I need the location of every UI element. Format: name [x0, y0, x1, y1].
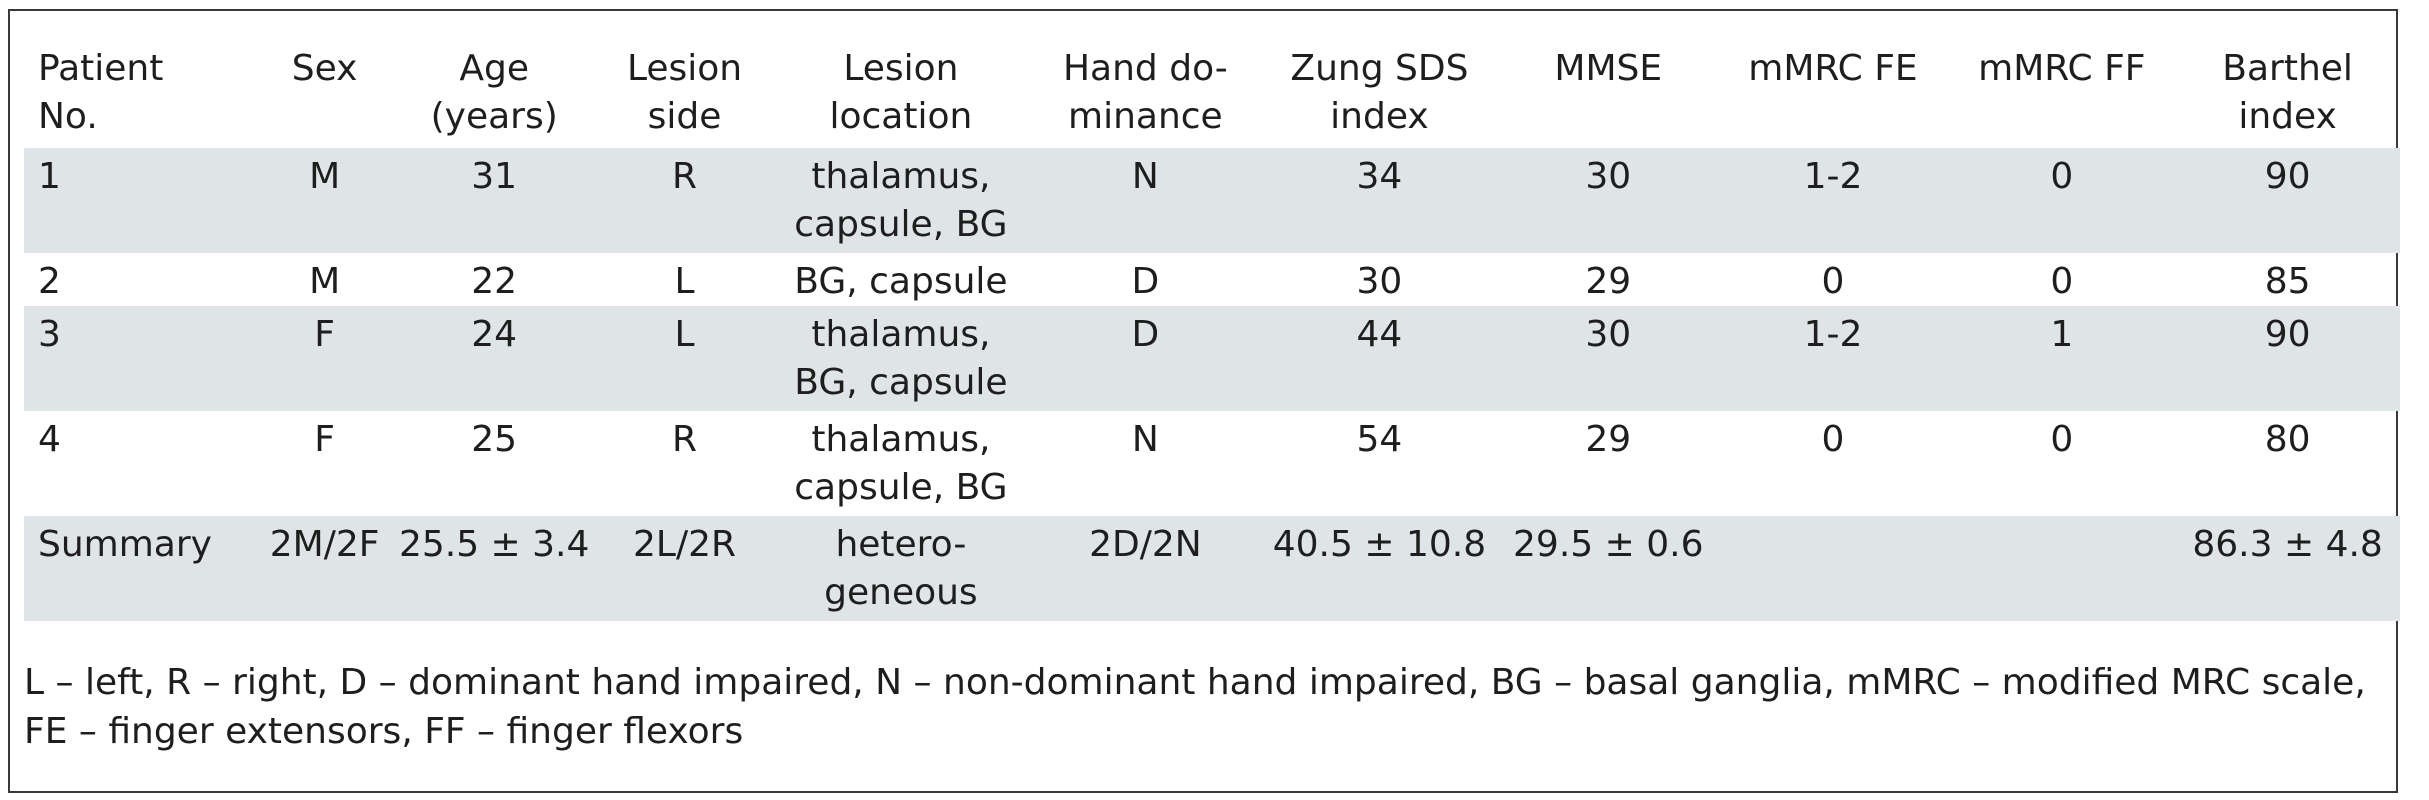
cell-lesion-side: 2L/2R: [598, 516, 771, 621]
cell-mmse: 30: [1499, 148, 1718, 253]
cell-age: 25.5 ± 3.4: [390, 516, 599, 621]
cell-sex: M: [259, 148, 391, 253]
cell-lesion-location: thalamus, BG, capsule: [770, 306, 1031, 411]
cell-barthel: 86.3 ± 4.8: [2175, 516, 2400, 621]
cell-mmse: 29: [1585, 261, 1632, 302]
cell-zung-sds: 40.5 ± 10.8: [1259, 516, 1500, 621]
col-header-patient-no: Patient No.: [38, 48, 164, 137]
cell-mmrc-fe: 0: [1821, 419, 1845, 460]
cell-age: 25: [471, 419, 518, 460]
cell-mmrc-fe: 0: [1821, 261, 1845, 302]
cell-lesion-location: thalamus, capsule, BG: [794, 419, 1008, 508]
cell-barthel: 80: [2264, 419, 2311, 460]
cell-lesion-location: BG, capsule: [794, 261, 1008, 302]
cell-mmse: 30: [1499, 306, 1718, 411]
cell-hand-dominance: 2D/2N: [1030, 516, 1260, 621]
cell-mmrc-ff: 0: [2050, 261, 2074, 302]
cell-mmrc-ff: 0: [1948, 148, 2176, 253]
cell-lesion-side: R: [672, 419, 698, 460]
cell-hand-dominance: D: [1131, 261, 1160, 302]
header-row: Patient No. Sex Age (years) Lesion side …: [24, 45, 2400, 148]
cell-mmrc-fe: [1717, 516, 1949, 621]
cell-lesion-location: thalamus, capsule, BG: [770, 148, 1031, 253]
cell-patient-no: 3: [24, 306, 260, 411]
cell-summary-label: Summary: [24, 516, 260, 621]
table-row: 1 M 31 R thalamus, capsule, BG N 34 30 1…: [24, 148, 2400, 253]
col-header-mmrc-ff: mMRC FF: [1978, 48, 2146, 89]
cell-sex: M: [309, 261, 341, 302]
col-header-mmrc-fe: mMRC FE: [1748, 48, 1918, 89]
cell-zung-sds: 34: [1259, 148, 1500, 253]
cell-lesion-location: hetero- geneous: [770, 516, 1031, 621]
cell-sex: F: [259, 306, 391, 411]
cell-mmrc-ff: 0: [2050, 419, 2074, 460]
cell-mmrc-ff: [1948, 516, 2176, 621]
cell-hand-dominance: D: [1030, 306, 1260, 411]
cell-mmrc-fe: 1-2: [1717, 148, 1949, 253]
cell-mmrc-ff: 1: [1948, 306, 2176, 411]
cell-mmse: 29.5 ± 0.6: [1499, 516, 1718, 621]
col-header-lesion-location: Lesion location: [829, 48, 973, 137]
col-header-barthel: Barthel index: [2222, 48, 2353, 137]
cell-age: 31: [390, 148, 599, 253]
cell-patient-no: 4: [38, 419, 61, 460]
cell-zung-sds: 54: [1356, 419, 1403, 460]
cell-barthel: 90: [2175, 306, 2400, 411]
cell-patient-no: 2: [38, 261, 61, 302]
col-header-hand-dominance: Hand do- minance: [1062, 48, 1228, 137]
col-header-zung-sds: Zung SDS index: [1290, 48, 1469, 137]
table-row: 4 F 25 R thalamus, capsule, BG N 54 29 0…: [24, 411, 2400, 516]
cell-barthel: 85: [2264, 261, 2311, 302]
cell-mmrc-fe: 1-2: [1717, 306, 1949, 411]
cell-barthel: 90: [2175, 148, 2400, 253]
col-header-lesion-side: Lesion side: [626, 48, 743, 137]
cell-age: 22: [471, 261, 518, 302]
table-row: 3 F 24 L thalamus, BG, capsule D 44 30 1…: [24, 306, 2400, 411]
cell-sex: 2M/2F: [259, 516, 391, 621]
cell-sex: F: [314, 419, 335, 460]
cell-hand-dominance: N: [1131, 419, 1159, 460]
summary-row: Summary 2M/2F 25.5 ± 3.4 2L/2R hetero- g…: [24, 516, 2400, 621]
cell-mmse: 29: [1585, 419, 1632, 460]
patient-table: Patient No. Sex Age (years) Lesion side …: [24, 45, 2400, 621]
cell-patient-no: 1: [24, 148, 260, 253]
col-header-mmse: MMSE: [1554, 48, 1663, 89]
cell-lesion-side: L: [598, 306, 771, 411]
cell-zung-sds: 30: [1356, 261, 1403, 302]
cell-lesion-side: L: [674, 261, 695, 302]
col-header-age: Age (years): [430, 48, 558, 137]
col-header-sex: Sex: [291, 48, 358, 89]
cell-zung-sds: 44: [1259, 306, 1500, 411]
cell-hand-dominance: N: [1030, 148, 1260, 253]
cell-lesion-side: R: [598, 148, 771, 253]
table-footnote: L – left, R – right, D – dominant hand i…: [24, 662, 2366, 752]
table-row: 2 M 22 L BG, capsule D 30 29 0 0 85: [24, 253, 2400, 306]
cell-age: 24: [390, 306, 599, 411]
